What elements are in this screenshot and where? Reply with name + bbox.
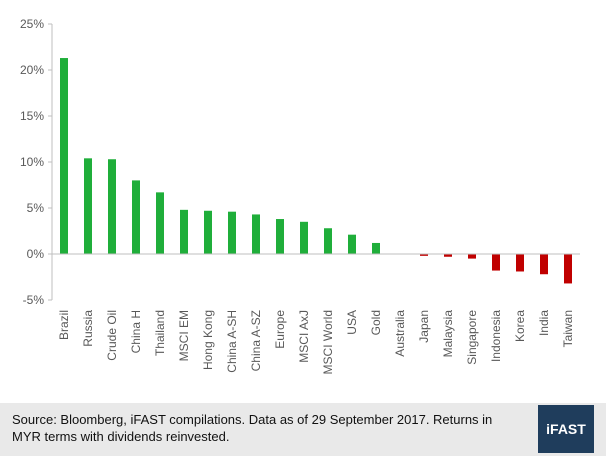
x-tick-label: MSCI EM xyxy=(177,310,191,361)
bar-japan xyxy=(420,254,428,256)
x-tick-label: USA xyxy=(345,310,359,335)
x-tick-label: Crude Oil xyxy=(105,310,119,361)
bar-taiwan xyxy=(564,254,572,284)
y-axis: -5% 0% 5% 10% 15% 20% 25% xyxy=(20,17,53,307)
x-tick-label: Australia xyxy=(393,310,407,357)
bar-msci-world xyxy=(324,228,332,254)
bar-usa xyxy=(348,234,356,254)
bar-brazil xyxy=(60,58,68,254)
x-tick-label: MSCI AxJ xyxy=(297,310,311,363)
x-axis: Brazil Russia Crude Oil China H Thailand MSCI… xyxy=(52,253,580,374)
footer-bar: Source: Bloomberg, iFAST compilations. D… xyxy=(0,403,606,456)
bar-malaysia xyxy=(444,254,452,257)
x-tick-label: China A-SH xyxy=(225,310,239,373)
bar-india xyxy=(540,254,548,275)
x-tick-label: Taiwan xyxy=(561,310,575,347)
source-note: Source: Bloomberg, iFAST compilations. D… xyxy=(12,412,493,444)
bar-china-h xyxy=(132,180,140,254)
x-tick-label: Europe xyxy=(273,310,287,349)
y-tick-label: -5% xyxy=(23,293,45,307)
x-tick-label: Brazil xyxy=(57,310,71,340)
bar-korea xyxy=(516,254,524,272)
y-tick-label: 15% xyxy=(20,109,44,123)
x-tick-label: Japan xyxy=(417,310,431,343)
returns-bar-chart: -5% 0% 5% 10% 15% 20% 25% Brazil Russia Crude Oi… xyxy=(20,17,580,374)
x-tick-label: Indonesia xyxy=(489,310,503,362)
x-tick-label: India xyxy=(537,310,551,336)
x-tick-label: Hong Kong xyxy=(201,310,215,370)
bars xyxy=(60,58,572,284)
x-tick-label: Korea xyxy=(513,310,527,342)
ifast-logo: iFAST xyxy=(538,405,594,453)
bar-singapore xyxy=(468,254,476,259)
x-tick-label: China A-SZ xyxy=(249,310,263,371)
y-tick-label: 20% xyxy=(20,63,44,77)
bar-gold xyxy=(372,242,380,254)
y-tick-label: 10% xyxy=(20,155,44,169)
y-tick-label: 5% xyxy=(27,201,45,215)
x-tick-label: Singapore xyxy=(465,310,479,365)
x-tick-label: China H xyxy=(129,310,143,353)
bar-hong-kong xyxy=(204,210,212,254)
bar-msci-axj xyxy=(300,221,308,254)
y-tick-label: 0% xyxy=(27,247,45,261)
y-tick-label: 25% xyxy=(20,17,44,31)
bar-crude-oil xyxy=(108,159,116,254)
bar-msci-em xyxy=(180,209,188,254)
x-tick-label: Gold xyxy=(369,310,383,335)
bar-indonesia xyxy=(492,254,500,271)
bar-thailand xyxy=(156,192,164,254)
x-tick-label: MSCI World xyxy=(321,310,335,374)
bar-europe xyxy=(276,219,284,254)
x-tick-label: Thailand xyxy=(153,310,167,356)
x-tick-label: Malaysia xyxy=(441,310,455,358)
x-tick-label: Russia xyxy=(81,310,95,347)
bar-russia xyxy=(84,158,92,254)
bar-china-a-sz xyxy=(252,214,260,254)
bar-china-a-sh xyxy=(228,211,236,254)
